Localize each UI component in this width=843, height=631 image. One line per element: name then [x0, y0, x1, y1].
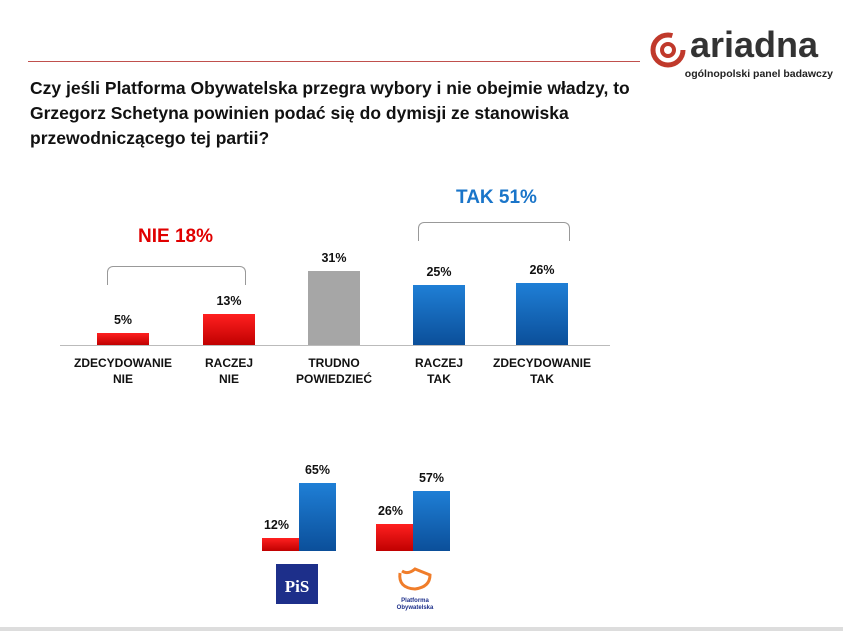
- bar-4: [516, 282, 568, 345]
- party-bar-0-1: [299, 482, 336, 551]
- pis-logo: PiS: [276, 564, 318, 604]
- category-label: TRUDNO POWIEDZIEĆ: [295, 356, 372, 386]
- x-axis: [60, 345, 610, 346]
- value-label: 31%: [321, 250, 347, 265]
- category-label: RACZEJ NIE: [204, 356, 253, 386]
- party-bar-1-1: [413, 491, 450, 551]
- question-title: Czy jeśli Platforma Obywatelska przegra …: [30, 78, 630, 148]
- ariadna-logo-icon: [650, 32, 686, 68]
- brace-nie: [107, 266, 246, 285]
- party-bar-1-0: [376, 523, 413, 551]
- logo-subtitle: ogólnopolski panel badawczy: [684, 68, 833, 80]
- category-label: RACZEJ TAK: [414, 356, 463, 386]
- bar-1: [203, 313, 255, 345]
- bar-0: [97, 333, 149, 345]
- po-logo-icon: [398, 567, 432, 591]
- value-label: 25%: [426, 265, 452, 279]
- group-label-nie: NIE 18%: [138, 226, 213, 247]
- footer-rule: [0, 627, 843, 631]
- value-label: 26%: [529, 262, 555, 277]
- party-value-label: 12%: [263, 518, 290, 533]
- brace-tak: [418, 222, 570, 241]
- group-label-tak: TAK 51%: [456, 187, 537, 208]
- ariadna-logo: ariadna ogólnopolski panel badawczy: [648, 24, 833, 80]
- party-bar-0-0: [262, 538, 299, 551]
- bar-3: [413, 285, 465, 345]
- logo-word: ariadna: [690, 24, 819, 65]
- party-value-label: 65%: [304, 462, 331, 477]
- value-label: 13%: [216, 293, 242, 308]
- party-value-label: 57%: [418, 471, 445, 486]
- value-label: 5%: [113, 313, 133, 327]
- party-value-label: 26%: [377, 503, 404, 518]
- po-logo: Platforma Obywatelska: [390, 563, 440, 611]
- bar-2: [308, 270, 360, 345]
- header-rule: [28, 61, 640, 62]
- category-label: ZDECYDOWANIE NIE: [73, 356, 172, 386]
- category-label: ZDECYDOWANIE TAK: [492, 356, 591, 386]
